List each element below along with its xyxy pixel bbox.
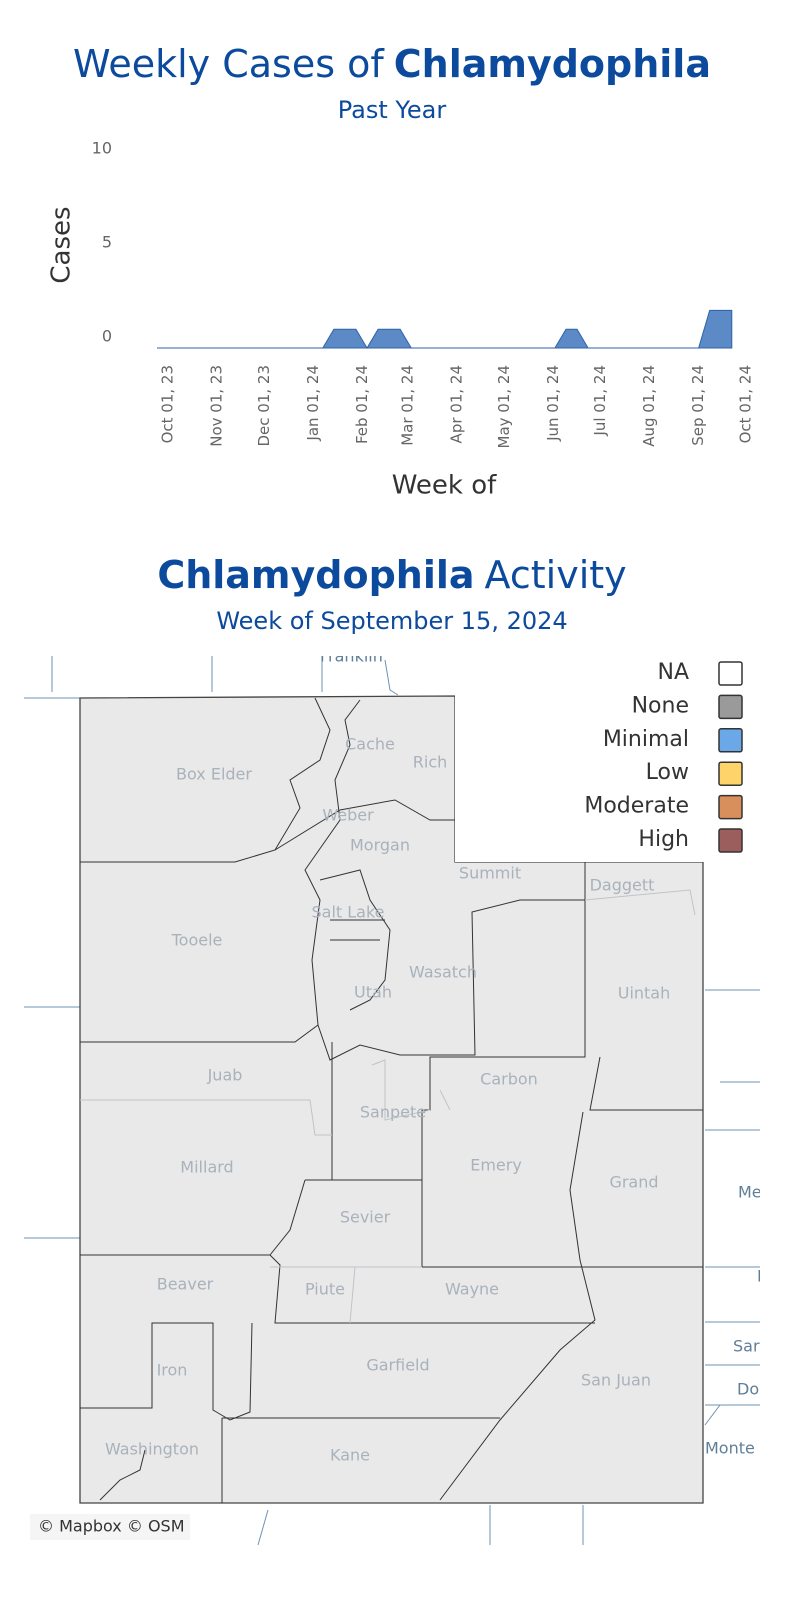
chart-subtitle: Past Year: [338, 96, 447, 124]
chart: 0 5 10 Oct 01, 23 Nov 01, 23 Dec 01, 23 Jan 01…: [92, 139, 755, 449]
legend-swatch: [718, 694, 743, 720]
county-label: Tooele: [171, 931, 223, 950]
county-label: Sevier: [340, 1208, 391, 1227]
legend-swatch: [718, 794, 743, 820]
legend: NA None Minimal Low Moderate High: [584, 660, 743, 853]
neighbor-borders: [24, 656, 760, 1546]
x-tick-label: Apr 01, 24: [448, 365, 466, 443]
county-label: Piute: [305, 1280, 345, 1299]
x-tick-label: Jul 01, 24: [591, 365, 609, 437]
map-title-rest: Activity: [485, 553, 627, 597]
legend-background: [455, 656, 760, 862]
attribution-background: [30, 1514, 190, 1540]
county-label: Grand: [609, 1173, 658, 1192]
y-tick-label: 10: [92, 139, 112, 158]
legend-label: None: [632, 693, 689, 718]
x-tick-label: Feb 01, 24: [353, 365, 371, 444]
legend-label: Moderate: [584, 794, 689, 819]
neighbor-label: Me: [738, 1183, 762, 1202]
county-label: Millard: [180, 1158, 233, 1177]
county-label: Beaver: [157, 1275, 214, 1294]
county-label: Iron: [157, 1361, 188, 1380]
map: Box Elder Cache Rich Weber Morgan Summit…: [24, 647, 769, 1546]
area: [157, 309, 733, 349]
county-label: Carbon: [480, 1070, 538, 1089]
county-label: San Juan: [581, 1371, 651, 1390]
county-label: Washington: [105, 1440, 199, 1459]
neighbor-label: Do: [737, 1380, 759, 1399]
county-label: Salt Lake: [311, 903, 384, 922]
y-axis-title: Cases: [47, 206, 77, 283]
county-label: Utah: [354, 983, 392, 1002]
x-tick-label: Oct 01, 24: [737, 365, 755, 443]
legend-swatch: [718, 761, 743, 786]
county-label: Weber: [322, 806, 374, 825]
x-tick-label: Oct 01, 23: [159, 365, 177, 443]
chart-title: Weekly Cases of Chlamydophila: [73, 42, 711, 86]
x-tick-label: Nov 01, 23: [208, 365, 226, 447]
county-label: Garfield: [366, 1356, 429, 1375]
county-label: Summit: [459, 864, 521, 883]
county-label: Wasatch: [409, 963, 477, 982]
county-label: Uintah: [618, 984, 671, 1003]
neighbor-label: Sar: [733, 1337, 760, 1356]
x-tick-label: Dec 01, 23: [255, 365, 273, 447]
x-tick-label: May 01, 24: [495, 365, 513, 449]
map-title-emphasis: Chlamydophila: [157, 553, 474, 597]
legend-swatch: [718, 728, 743, 753]
attribution: © Mapbox © OSM: [38, 1517, 185, 1536]
legend-label: Low: [646, 760, 689, 785]
legend-swatch: [718, 661, 743, 686]
county-label: Sanpete: [360, 1103, 426, 1122]
legend-swatch: [718, 828, 743, 853]
neighbor-label: Monte: [705, 1439, 755, 1458]
y-tick-label: 0: [102, 327, 112, 346]
x-axis-title: Week of: [392, 471, 497, 501]
county-label: Cache: [345, 735, 395, 754]
legend-label: High: [638, 827, 689, 852]
county-label: Morgan: [350, 836, 410, 855]
map-title: Chlamydophila Activity: [157, 553, 626, 597]
faint-borders: [80, 889, 696, 1324]
legend-label: NA: [657, 660, 689, 685]
county-labels: Box Elder Cache Rich Weber Morgan Summit…: [105, 735, 670, 1465]
title-emphasis: Chlamydophila: [394, 42, 711, 86]
county-label: Kane: [330, 1446, 370, 1465]
county-label: Juab: [207, 1066, 243, 1085]
x-tick-label: Jun 01, 24: [544, 365, 562, 442]
y-tick-label: 5: [102, 233, 112, 252]
x-tick-label: Aug 01, 24: [640, 365, 658, 447]
x-tick-label: Sep 01, 24: [689, 365, 707, 446]
neighbor-label: Franklin: [320, 647, 383, 666]
county-label: Emery: [470, 1156, 522, 1175]
title-prefix: Weekly Cases of: [73, 42, 385, 86]
x-tick-label: Mar 01, 24: [399, 365, 417, 446]
map-subtitle: Week of September 15, 2024: [216, 607, 567, 635]
legend-label: Minimal: [603, 727, 689, 752]
neighbor-label: N: [757, 1267, 769, 1286]
x-tick-label: Jan 01, 24: [304, 365, 322, 442]
county-label: Daggett: [590, 876, 655, 895]
county-label: Rich: [413, 753, 448, 772]
county-label: Wayne: [445, 1280, 499, 1299]
county-label: Box Elder: [176, 765, 252, 784]
